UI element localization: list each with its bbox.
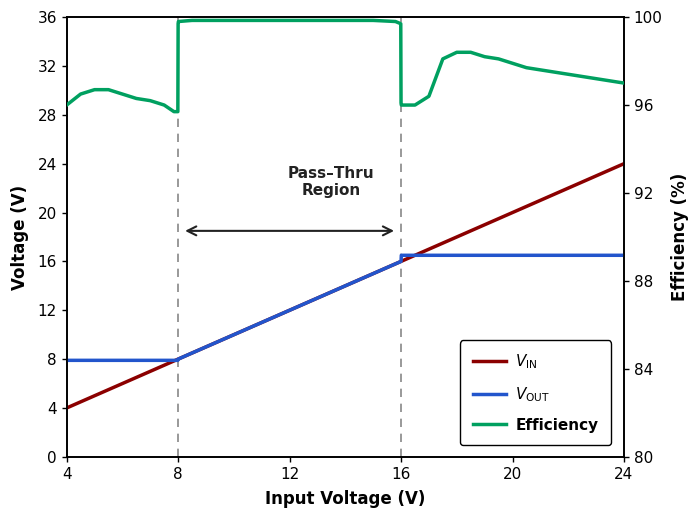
- Legend: $V_{\mathrm{IN}}$, $V_{\mathrm{OUT}}$, Efficiency: $V_{\mathrm{IN}}$, $V_{\mathrm{OUT}}$, E…: [461, 340, 610, 445]
- Y-axis label: Voltage (V): Voltage (V): [11, 184, 29, 290]
- Y-axis label: Efficiency (%): Efficiency (%): [671, 173, 689, 301]
- X-axis label: Input Voltage (V): Input Voltage (V): [265, 490, 426, 508]
- Text: Pass–Thru
Region: Pass–Thru Region: [288, 166, 374, 198]
